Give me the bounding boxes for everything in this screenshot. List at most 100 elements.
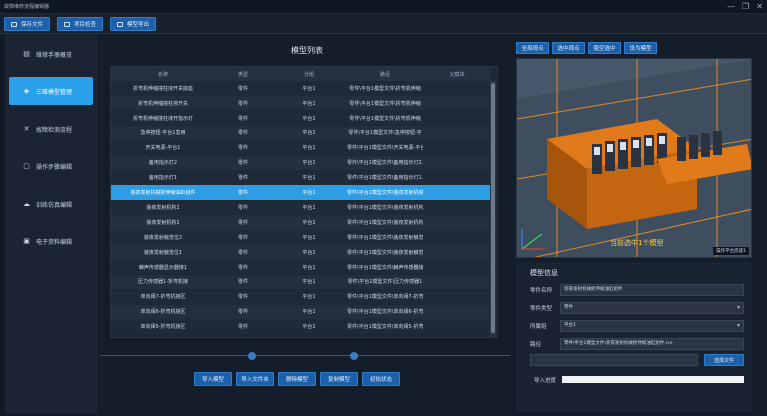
table-cell: 平台1 [302,175,316,182]
table-cell: 零件 [237,219,248,226]
save-icon [11,21,17,27]
table-cell: 平台1 [302,85,316,92]
table-row[interactable]: 开关电源-平台1 零件 平台1 零件\平台1模型文件\开关电源-平台 [111,140,491,156]
close-icon[interactable]: ✕ [756,2,763,11]
table-row[interactable]: 棘声传感器显示器接1 零件 平台1 零件\平台1模型文件\棘声传感器接 [111,259,491,275]
save-file-label: 保存文件 [21,22,44,28]
table-scrollbar[interactable] [490,81,496,337]
table-row[interactable]: 折弯机伸缩撞柱液开关底座 零件 平台1 零件\平台1模型文件\折弯机伸缩 [111,81,491,96]
table-row[interactable]: 装夜发射机构2 零件 平台1 零件\平台1模型文件\装夜发射机构 [111,200,491,215]
delete-model-button[interactable]: 删除模型 [278,372,316,386]
project-check-label: 项目检查 [74,22,97,28]
table-row[interactable]: 单向阀5-折弯机接区 零件 平台1 零件\平台1模型文件\单向阀5-折弯 [111,319,491,334]
table-cell: 零件 [237,145,248,152]
path-field[interactable]: 零件\平台1模型文件\装夜发射机械抓伸缩油缸组件.ive [560,338,744,350]
sidebar-item-label: 故障检测流程 [36,126,73,134]
table-row[interactable]: 装夜发射触觉位2 零件 平台1 零件\平台1模型文件\装夜发射触觉 [111,230,491,245]
part-type-select[interactable]: 零件 [560,302,744,314]
sidebar-item-manual[interactable]: ▤ 维修手册概览 [9,40,93,68]
table-cell: 平台1 [302,160,316,167]
table-cell: 单向阀7-折弯机接区 [140,294,186,301]
decor-dot [248,352,256,360]
viewport-status: 当前选中1个模型 [610,239,664,247]
table-cell: 开关电源-平台1 [145,145,181,152]
table-row[interactable]: 备用指示灯1 零件 平台1 零件\平台1模型文件\备用指示灯1. [111,170,491,185]
sidebar-item-label: 操作步骤编辑 [36,163,73,171]
table-cell: 零件\平台1模型文件\开关电源-平台 [347,145,423,152]
decor-dot [350,352,358,360]
table-cell: 折弯机伸缩撞柱液开关 [137,100,188,107]
part-name-field[interactable]: 装夜发射机械抓伸缩油缸组件 [560,284,744,296]
table-cell: 平台1 [302,145,316,152]
table-row[interactable]: 单向阀6-折弯机接区 零件 平台1 零件\平台1模型文件\单向阀6-折弯 [111,304,491,319]
sidebar-item-label: 训练仿真编辑 [36,201,73,209]
decor-line [100,355,510,356]
table-cell: 零件\平台1模型文件\备用指示灯2. [347,160,423,167]
table-row[interactable]: 装夜发射机构1 零件 平台1 零件\平台1模型文件\装夜发射机构 [111,215,491,230]
table-cell: 装夜发射触觉位2 [143,234,183,241]
group-select[interactable]: 平台1 [560,320,744,332]
column-header-parent: 父模块 [449,71,465,78]
viewport-object-tag: 操作平台底座1 [713,247,749,255]
sidebar-item-label: 三维模型管理 [36,88,73,96]
sidebar-item-model-management[interactable]: ◈ 三维模型管理 [9,77,93,105]
table-cell: 零件\平台1模型文件\单向阀5-折弯 [347,324,423,331]
table-row[interactable]: 折弯机伸缩撞柱液开关 零件 平台1 零件\平台1模型文件\折弯机伸缩 [111,95,491,111]
sidebar-item-steps[interactable]: ▢ 操作步骤编辑 [9,152,93,180]
sidebar-item-fault-detection[interactable]: ✕ 故障检测流程 [9,115,93,143]
set-model-button[interactable]: 设为模型 [624,42,657,54]
import-model-button[interactable]: 导入模型 [194,372,232,386]
table-cell: 平台1 [302,294,316,301]
column-header-type: 类型 [237,71,248,78]
table-cell: 零件 [237,294,248,301]
model-info-title: 模型信息 [530,269,558,277]
title-bar: 故障维修流程编辑器 — ❐ ✕ [0,0,767,14]
sidebar-item-documents[interactable]: ▣ 电子资料编辑 [9,227,93,255]
3d-scene-render [517,59,751,257]
table-row[interactable]: 装夜发射触觉位1 零件 平台1 零件\平台1模型文件\装夜发射触觉 [111,244,491,260]
table-cell: 平台1 [302,264,316,271]
table-row[interactable]: 单向阀7-折弯机接区 零件 平台1 零件\平台1模型文件\单向阀7-折弯 [111,289,491,305]
init-state-button[interactable]: 初始状态 [362,372,400,386]
fit-selected-button[interactable]: 选中视点 [552,42,585,54]
sidebar-item-label: 维修手册概览 [36,51,73,59]
table-cell: 零件\平台1模型文件\装夜发射触觉 [347,249,423,256]
3d-viewport[interactable]: 操作平台底座1 [516,58,752,258]
table-cell: 零件 [237,160,248,167]
choose-file-button[interactable]: 选择文件 [704,354,744,366]
cloud-icon: ☁ [23,200,30,208]
sidebar-item-label: 电子资料编辑 [36,238,73,246]
file-path-input[interactable] [530,354,698,366]
table-cell: 零件 [237,115,248,122]
table-cell: 棘声传感器显示器接1 [138,264,188,271]
model-export-button[interactable]: 模型导出 [110,17,156,31]
table-cell: 零件\平台1模型文件\装夜发射机械 [347,190,423,197]
model-list-title: 模型列表 [291,46,323,55]
table-row-selected[interactable]: 装夜发射机械抓伸缩油缸组件 零件 平台1 零件\平台1模型文件\装夜发射机械 [111,185,491,200]
table-cell: 零件 [237,324,248,331]
table-cell: 装夜发射机构1 [146,219,180,226]
column-header-path: 路径 [379,71,390,78]
table-row[interactable]: 备用指示灯2 零件 平台1 零件\平台1模型文件\备用指示灯2. [111,155,491,170]
import-progress-bar [562,376,744,383]
table-cell: 装夜发射机构2 [146,204,180,211]
table-cell: 装夜发射触觉位1 [143,249,183,256]
save-file-button[interactable]: 保存文件 [4,17,50,31]
group-label: 所属组 [530,324,547,330]
project-check-button[interactable]: 项目检查 [57,17,103,31]
minimize-icon[interactable]: — [727,2,736,11]
sidebar-item-training[interactable]: ☁ 训练仿真编辑 [9,190,93,218]
import-folder-button[interactable]: 导入文件夹 [236,372,274,386]
part-name-label: 零件名称 [530,288,553,294]
table-row[interactable]: 折弯机伸缩撞柱液开指示灯 零件 平台1 零件\平台1模型文件\折弯机伸缩 [111,110,491,126]
maximize-icon[interactable]: ❐ [742,2,750,11]
table-row[interactable]: 急停按钮-平台1急用 零件 平台1 零件\平台1模型文件\急停按钮-平 [111,125,491,141]
table-row[interactable]: 压力传感器1-折弯机接 零件 平台1 零件\平台1模型文件\压力传感器1 [111,274,491,290]
copy-model-button[interactable]: 复制模型 [320,372,358,386]
table-cell: 折弯机伸缩撞柱液开指示灯 [132,115,193,122]
hide-selected-button[interactable]: 隐空选中 [588,42,621,54]
fit-all-button[interactable]: 全局视点 [516,42,549,54]
window-controls: — ❐ ✕ [727,0,763,14]
scrollbar-thumb[interactable] [491,83,495,333]
